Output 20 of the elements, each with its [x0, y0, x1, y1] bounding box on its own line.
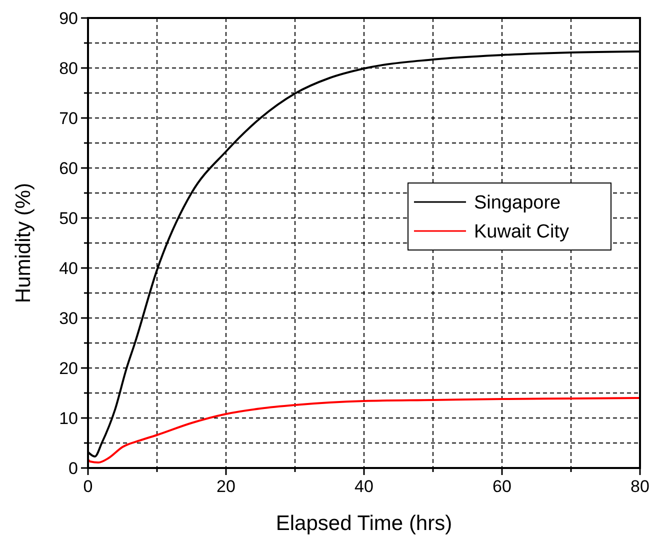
y-tick-label: 20 [59, 358, 78, 378]
x-tick-label: 80 [630, 477, 650, 496]
x-tick-label: 60 [492, 477, 512, 496]
x-tick-label: 20 [216, 477, 236, 496]
x-tick-label: 40 [354, 477, 374, 496]
y-tick-label: 90 [59, 8, 78, 28]
y-tick-label: 0 [68, 458, 78, 478]
y-tick-label: 60 [59, 158, 78, 178]
x-axis-title: Elapsed Time (hrs) [276, 512, 452, 535]
y-tick-label: 80 [59, 58, 78, 78]
y-tick-label: 10 [59, 408, 78, 428]
line-series [87, 397, 641, 464]
x-tick-label: 0 [83, 477, 93, 496]
y-axis-title: Humidity (%) [12, 182, 35, 304]
legend-label: Kuwait City [474, 222, 570, 243]
legend-label: Singapore [474, 192, 561, 214]
y-tick-label: 70 [59, 108, 78, 128]
y-tick-label: 50 [59, 208, 78, 228]
y-tick-label: 30 [59, 308, 78, 328]
y-tick-label: 40 [59, 258, 78, 278]
